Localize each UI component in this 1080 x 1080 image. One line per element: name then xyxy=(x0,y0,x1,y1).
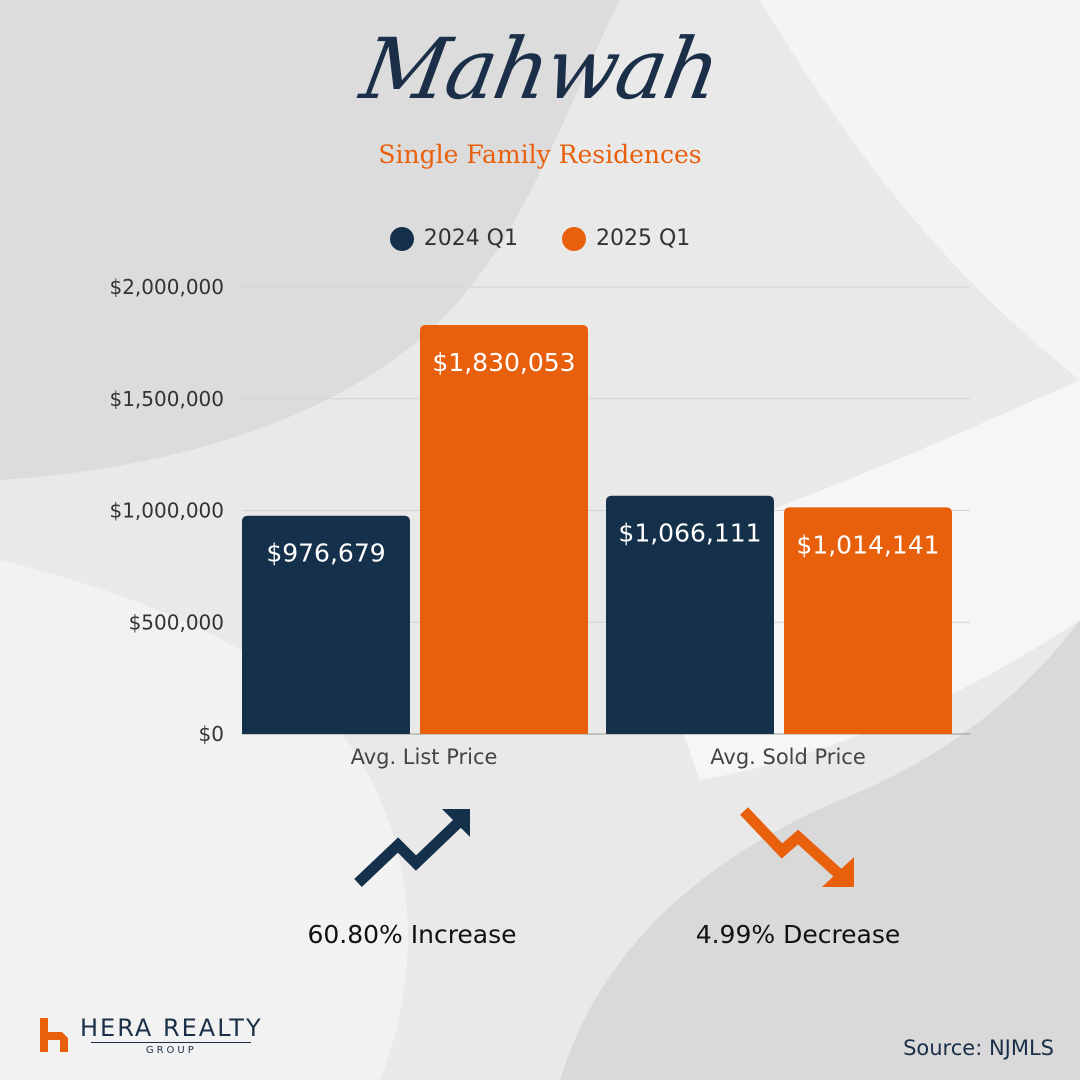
legend-label-2024: 2024 Q1 xyxy=(423,226,518,251)
legend: 2024 Q1 2025 Q1 xyxy=(0,226,1080,251)
data-label: $976,679 xyxy=(266,539,385,568)
logo-name: HERA REALTY xyxy=(80,1014,263,1042)
source-note: Source: NJMLS xyxy=(903,1036,1054,1060)
data-label: $1,830,053 xyxy=(432,348,575,377)
legend-item-2025: 2025 Q1 xyxy=(562,226,690,251)
bar xyxy=(420,324,588,734)
bar xyxy=(784,507,952,734)
x-tick-label: Avg. Sold Price xyxy=(710,745,866,769)
chart-subtitle: Single Family Residences xyxy=(378,140,702,169)
legend-item-2024: 2024 Q1 xyxy=(389,226,518,251)
logo-sub: GROUP xyxy=(91,1042,252,1056)
logo-h-icon xyxy=(40,1018,68,1052)
bar xyxy=(242,515,410,734)
y-tick-label: $2,000,000 xyxy=(109,275,224,299)
down-arrow-icon xyxy=(740,807,854,887)
x-tick-label: Avg. List Price xyxy=(351,745,498,769)
y-tick-label: $500,000 xyxy=(129,610,224,634)
legend-swatch-2024 xyxy=(389,226,414,251)
data-label: $1,066,111 xyxy=(618,519,761,548)
bar xyxy=(606,495,774,734)
hera-realty-logo: HERA REALTY GROUP xyxy=(40,1014,263,1056)
up-arrow-icon xyxy=(354,809,470,887)
y-tick-label: $1,500,000 xyxy=(109,387,224,411)
y-tick-label: $0 xyxy=(199,722,224,746)
y-tick-label: $1,000,000 xyxy=(109,499,224,523)
legend-label-2025: 2025 Q1 xyxy=(596,226,691,251)
data-label: $1,014,141 xyxy=(796,530,939,559)
sold-price-change: 4.99% Decrease xyxy=(695,920,901,949)
list-price-change: 60.80% Increase xyxy=(307,920,517,949)
legend-swatch-2025 xyxy=(562,226,586,251)
